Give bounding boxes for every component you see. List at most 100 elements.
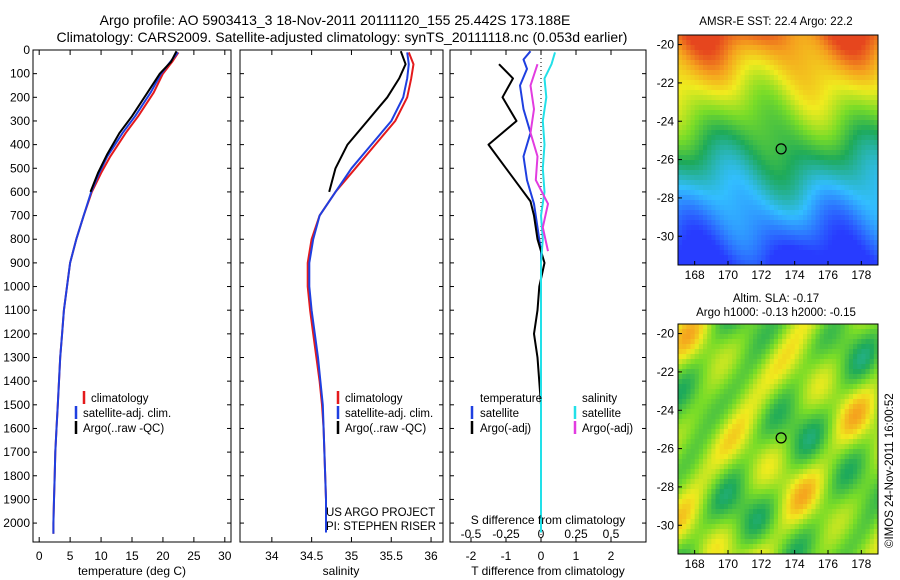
map-cell <box>840 195 846 201</box>
map-cell <box>836 115 841 121</box>
map-cell <box>698 484 704 490</box>
map-cell <box>811 404 816 410</box>
map-cell <box>815 245 821 251</box>
map-cell <box>765 509 771 515</box>
map-cell <box>790 329 796 335</box>
map-cell <box>732 260 737 266</box>
map-cell <box>861 484 866 490</box>
map-cell <box>803 215 808 221</box>
map-cell <box>757 245 762 251</box>
map-cell <box>769 255 775 261</box>
map-cell <box>853 50 858 56</box>
map-cell <box>765 439 771 445</box>
map-cell <box>769 145 775 151</box>
map-cell <box>753 524 758 530</box>
map-cell <box>690 439 696 445</box>
map-cell <box>836 55 841 61</box>
map-cell <box>728 509 733 515</box>
map-cell <box>840 210 846 216</box>
map-cell <box>769 369 775 375</box>
map-cell <box>723 90 729 96</box>
map-cell <box>848 359 854 365</box>
map-cell <box>828 260 833 266</box>
map-cell <box>728 260 733 266</box>
map-cell <box>811 519 816 525</box>
map-cell <box>807 474 812 480</box>
map-cell <box>694 404 700 410</box>
map-cell <box>707 474 712 480</box>
map-cell <box>761 125 766 131</box>
map-cell <box>748 379 754 385</box>
map-cell <box>844 250 850 256</box>
map-cell <box>819 40 825 46</box>
map-frame <box>677 34 879 266</box>
map-cell <box>769 469 775 475</box>
map-cell <box>865 95 871 101</box>
depth-tick-label: 1600 <box>3 421 30 435</box>
map-cell <box>761 434 766 440</box>
map-lat-tick-label: -28 <box>657 480 675 494</box>
map-cell <box>798 40 804 46</box>
map-cell <box>715 130 721 136</box>
map-cell <box>865 489 871 495</box>
map-cell <box>736 499 741 505</box>
map-cell <box>753 240 758 246</box>
map-cell <box>678 524 683 530</box>
map-cell <box>798 329 804 335</box>
map-cell <box>761 250 766 256</box>
map-cell <box>694 449 700 455</box>
map-cell <box>873 95 879 101</box>
map-cell <box>807 175 812 181</box>
map-cell <box>748 439 754 445</box>
map-cell <box>857 195 862 201</box>
map-cell <box>732 434 737 440</box>
map-cell <box>732 125 737 131</box>
map-cell <box>828 424 833 430</box>
map-cell <box>861 534 866 540</box>
map-cell <box>690 75 696 81</box>
map-cell <box>719 524 725 530</box>
map-cell <box>778 160 783 166</box>
map-cell <box>873 80 879 86</box>
map-cell <box>865 399 871 405</box>
map-cell <box>857 170 862 176</box>
map-cell <box>869 205 875 211</box>
map-cell <box>757 155 762 161</box>
map-cell <box>753 464 758 470</box>
map-cell <box>707 235 712 241</box>
map-cell <box>798 70 804 76</box>
map-cell <box>736 145 741 151</box>
map-cell <box>715 419 721 425</box>
map-cell <box>840 384 846 390</box>
map-cell <box>790 135 796 141</box>
map-cell <box>728 165 733 171</box>
map-cell <box>728 524 733 530</box>
map-cell <box>678 419 683 425</box>
map-cell <box>786 210 791 216</box>
map-cell <box>790 439 796 445</box>
map-cell <box>703 324 708 330</box>
map-cell <box>790 454 796 460</box>
map-cell <box>815 334 821 340</box>
map-cell <box>686 255 691 261</box>
map-cell <box>840 404 846 410</box>
map-cell <box>853 85 858 91</box>
map-cell <box>803 504 808 510</box>
map-cell <box>844 215 850 221</box>
map-cell <box>873 35 879 41</box>
map-cell <box>778 205 783 211</box>
map-cell <box>682 260 687 266</box>
map-cell <box>794 539 800 545</box>
map-cell <box>832 195 837 201</box>
map-cell <box>694 175 700 181</box>
map-cell <box>732 200 737 206</box>
map-cell <box>815 344 821 350</box>
map-cell <box>682 479 687 485</box>
map-cell <box>828 165 833 171</box>
map-cell <box>678 250 683 256</box>
map-cell <box>753 359 758 365</box>
map-cell <box>719 339 725 345</box>
map-cell <box>794 424 800 430</box>
map-cell <box>778 544 783 550</box>
map-cell <box>828 374 833 380</box>
